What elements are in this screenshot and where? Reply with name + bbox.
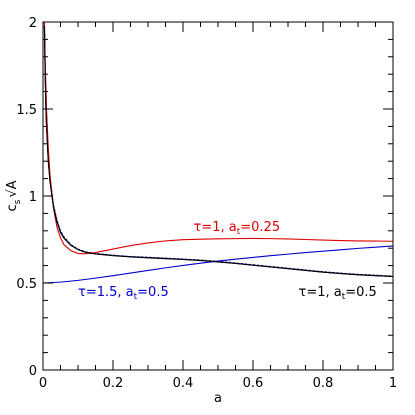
series-annotation-2: τ=1, at=0.5: [299, 285, 377, 302]
x-tick-label: 1: [389, 376, 397, 391]
y-axis-label-tail: A: [5, 180, 20, 189]
y-axis-label-root: √: [5, 189, 20, 198]
series-line-3: [43, 245, 393, 284]
x-tick-label: 0.4: [173, 376, 194, 391]
y-axis-label-main: c: [5, 204, 20, 211]
x-tick-label: 0: [39, 376, 47, 391]
plot-content: [43, 22, 393, 284]
y-tick-label: 1.5: [16, 103, 37, 118]
y-tick-label: 0.5: [16, 277, 37, 292]
annotations: τ=1, at=0.25 τ=1.5, at=0.5 τ=1, at=0.5: [78, 220, 377, 302]
svg-text:cs√A: cs√A: [5, 180, 23, 211]
plot-frame: [42, 21, 394, 371]
tick-labels: 0 0.2 0.4 0.6 0.8 1 0 0.5 1 1.5 2: [16, 16, 397, 391]
series-line-4: [43, 25, 393, 278]
x-axis-label: a: [214, 391, 222, 406]
series-annotation-1: τ=1.5, at=0.5: [78, 285, 169, 302]
series-annotation-0: τ=1, at=0.25: [194, 220, 281, 237]
y-axis-label-sub: s: [13, 199, 23, 204]
y-tick-label: 1: [29, 190, 37, 205]
y-tick-label: 0: [29, 364, 37, 379]
y-axis-label: cs√A: [5, 180, 23, 211]
x-tick-label: 0.2: [103, 376, 124, 391]
y-tick-label: 2: [29, 16, 37, 31]
series-line-2: [43, 22, 393, 255]
x-tick-label: 0.6: [243, 376, 264, 391]
x-tick-label: 0.8: [313, 376, 334, 391]
